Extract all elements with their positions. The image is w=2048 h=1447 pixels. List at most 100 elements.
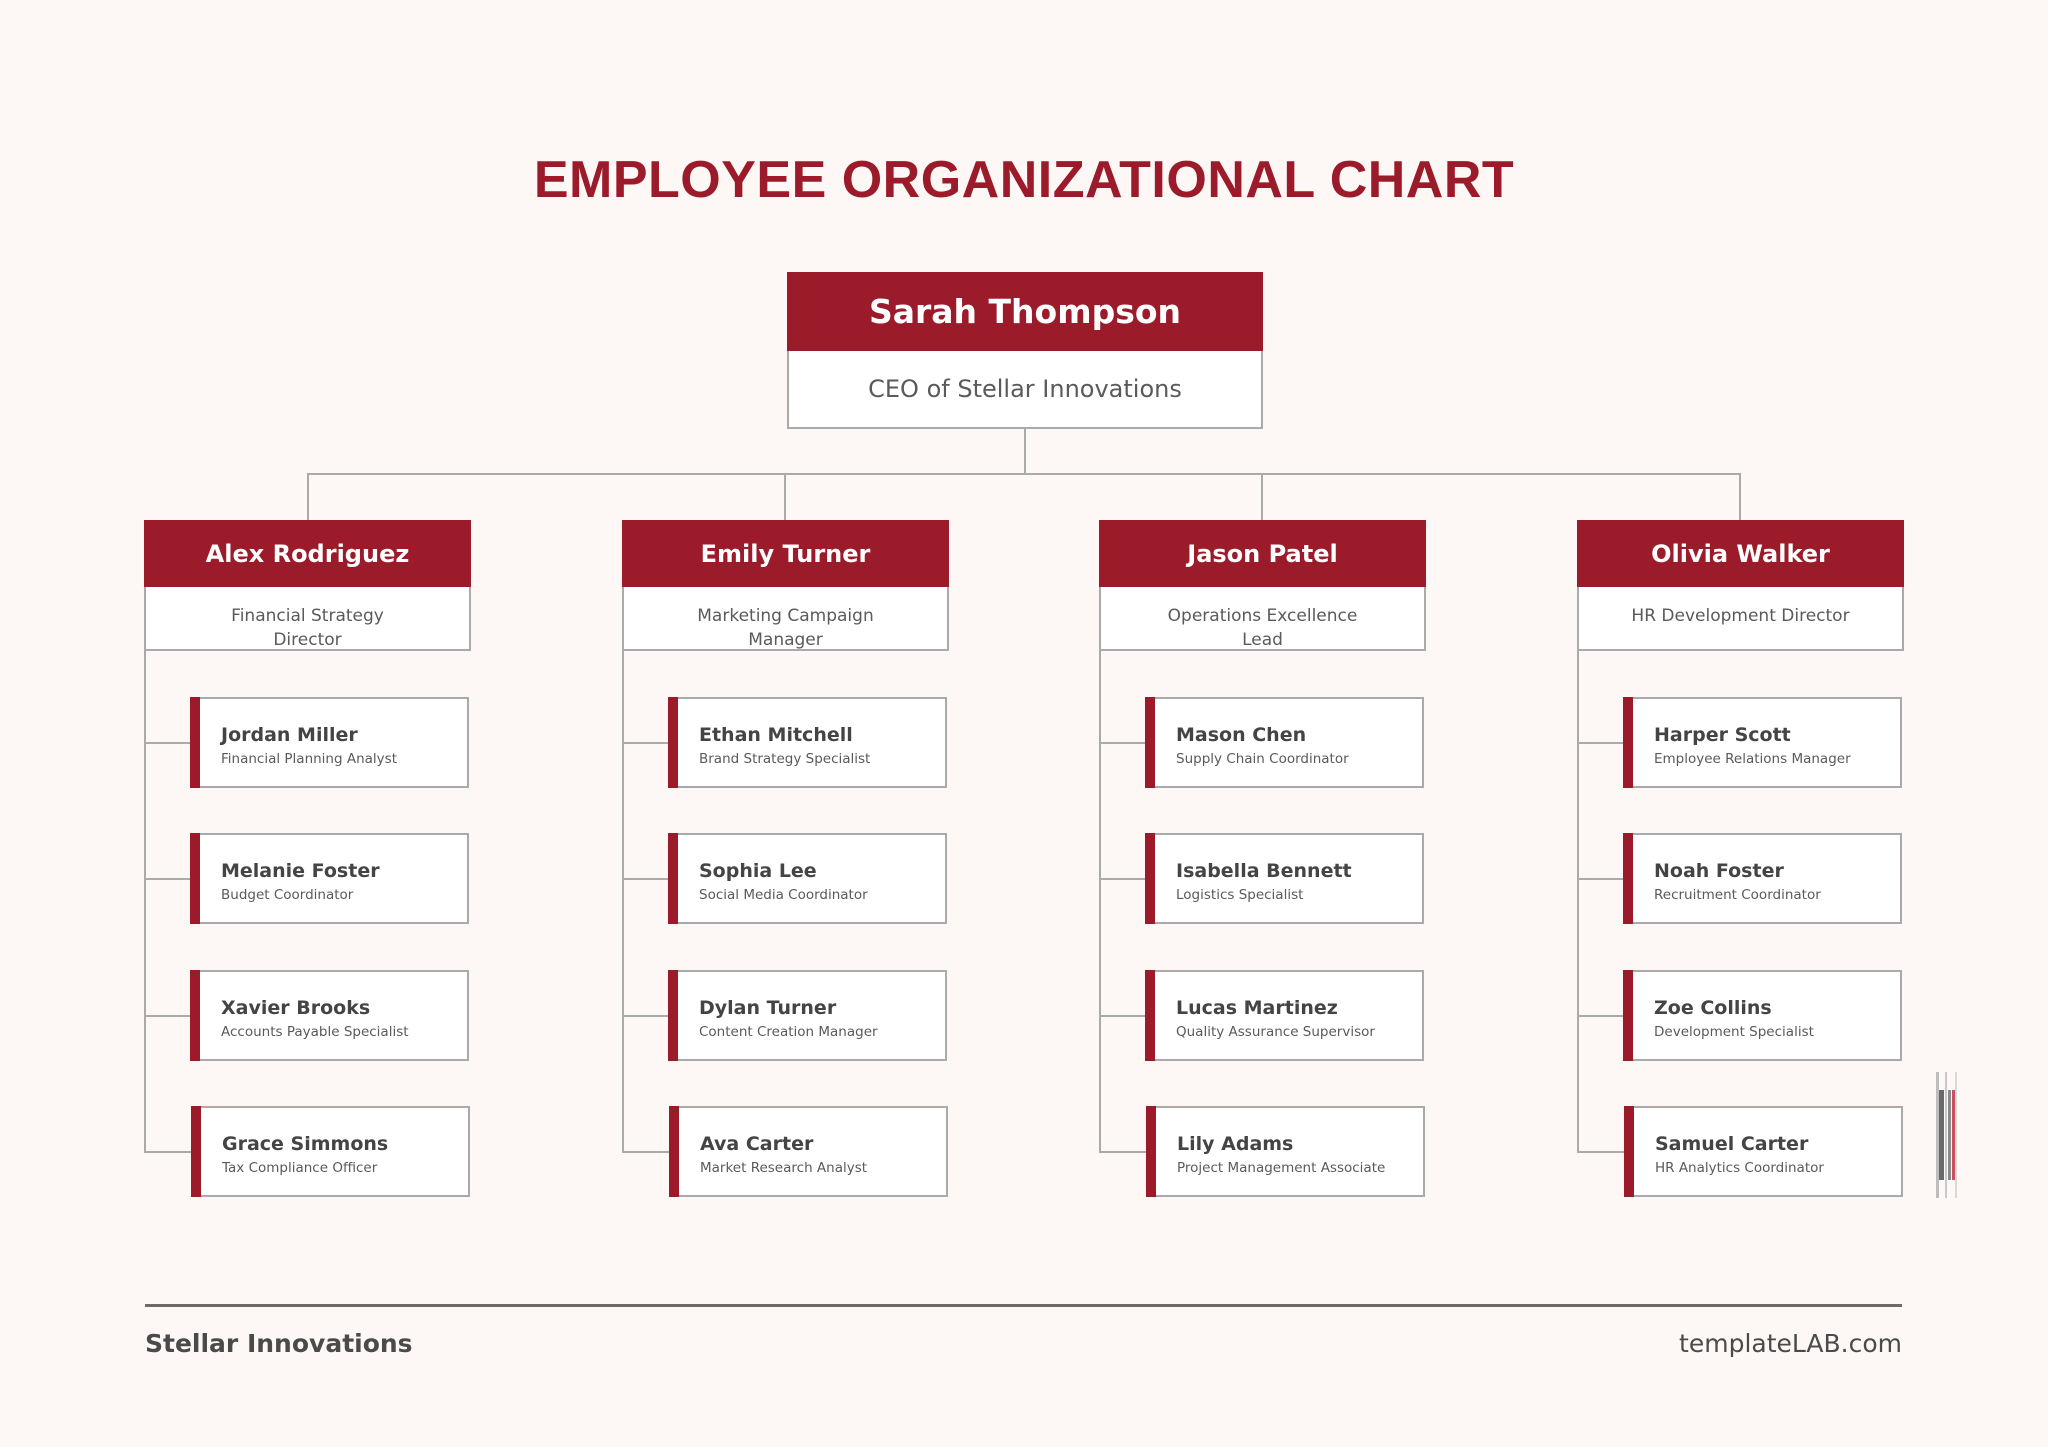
employee-card: Xavier Brooks Accounts Payable Specialist [190, 970, 469, 1061]
employee-name: Harper Scott [1654, 724, 1791, 746]
team-connector-stub [622, 878, 668, 880]
team-connector-stub [1099, 878, 1145, 880]
accent-bar [1624, 1106, 1634, 1197]
dept-connector-1 [307, 473, 309, 520]
team-connector-stub [1099, 742, 1145, 744]
team-connector-stub [1099, 1151, 1146, 1153]
accent-bar [190, 697, 200, 788]
ceo-connector-vertical [1024, 429, 1026, 475]
team-connector-vertical [622, 650, 624, 1153]
team-connector-stub [622, 1015, 668, 1017]
employee-name: Grace Simmons [222, 1133, 389, 1155]
employee-role: HR Analytics Coordinator [1655, 1160, 1824, 1176]
employee-card: Isabella Bennett Logistics Specialist [1145, 833, 1424, 924]
employee-card: Jordan Miller Financial Planning Analyst [190, 697, 469, 788]
employee-name: Lucas Martinez [1176, 997, 1338, 1019]
employee-name: Sophia Lee [699, 860, 817, 882]
employee-role: Brand Strategy Specialist [699, 751, 871, 767]
employee-name: Melanie Foster [221, 860, 380, 882]
accent-bar [1146, 1106, 1156, 1197]
accent-bar [1145, 697, 1155, 788]
accent-bar [668, 833, 678, 924]
employee-card: Lily Adams Project Management Associate [1146, 1106, 1425, 1197]
accent-bar [191, 1106, 201, 1197]
team-connector-stub [1577, 742, 1623, 744]
team-connector-stub [1577, 1015, 1623, 1017]
employee-name: Mason Chen [1176, 724, 1307, 746]
employee-card: Mason Chen Supply Chain Coordinator [1145, 697, 1424, 788]
accent-bar [190, 970, 200, 1061]
employee-role: Recruitment Coordinator [1654, 887, 1821, 903]
team-connector-vertical [144, 650, 146, 1153]
employee-role: Project Management Associate [1177, 1160, 1386, 1176]
team-connector-stub [1099, 1015, 1145, 1017]
accent-bar [1623, 697, 1633, 788]
employee-card: Zoe Collins Development Specialist [1623, 970, 1902, 1061]
employee-card: Sophia Lee Social Media Coordinator [668, 833, 947, 924]
page-title: EMPLOYEE ORGANIZATIONAL CHART [533, 151, 1515, 209]
team-connector-stub [1577, 1151, 1624, 1153]
employee-card: Harper Scott Employee Relations Manager [1623, 697, 1902, 788]
team-connector-stub [144, 1015, 190, 1017]
dept-connector-2 [784, 473, 786, 520]
ceo-role: CEO of Stellar Innovations [868, 375, 1182, 403]
employee-card: Noah Foster Recruitment Coordinator [1623, 833, 1902, 924]
department-head-role: Operations Excellence Lead [1167, 606, 1358, 650]
employee-card: Samuel Carter HR Analytics Coordinator [1624, 1106, 1903, 1197]
employee-role: Logistics Specialist [1176, 887, 1304, 903]
team-connector-vertical [1577, 650, 1579, 1153]
employee-name: Ethan Mitchell [699, 724, 853, 746]
employee-card: Grace Simmons Tax Compliance Officer [191, 1106, 470, 1197]
employee-role: Accounts Payable Specialist [221, 1024, 409, 1040]
department-head-box-hr: Olivia Walker HR Development Director [1577, 520, 1904, 651]
employee-name: Isabella Bennett [1176, 860, 1352, 882]
department-head-name: Jason Patel [1099, 520, 1426, 587]
ceo-connector-horizontal [307, 473, 1741, 475]
employee-name: Lily Adams [1177, 1133, 1294, 1155]
accent-bar [1623, 833, 1633, 924]
accent-bar [669, 1106, 679, 1197]
department-head-box-finance: Alex Rodriguez Financial Strategy Direct… [144, 520, 471, 651]
department-head-name: Olivia Walker [1577, 520, 1904, 587]
employee-role: Social Media Coordinator [699, 887, 868, 903]
employee-role: Employee Relations Manager [1654, 751, 1851, 767]
employee-name: Samuel Carter [1655, 1133, 1809, 1155]
accent-bar [1145, 970, 1155, 1061]
dept-connector-4 [1739, 473, 1741, 520]
department-head-name: Alex Rodriguez [144, 520, 471, 587]
department-head-box-marketing: Emily Turner Marketing Campaign Manager [622, 520, 949, 651]
team-connector-stub [1577, 878, 1623, 880]
employee-name: Ava Carter [700, 1133, 814, 1155]
accent-bar [1623, 970, 1633, 1061]
accent-bar [1145, 833, 1155, 924]
employee-name: Zoe Collins [1654, 997, 1772, 1019]
department-head-box-operations: Jason Patel Operations Excellence Lead [1099, 520, 1426, 651]
employee-role: Supply Chain Coordinator [1176, 751, 1349, 767]
team-connector-vertical [1099, 650, 1101, 1153]
footer-divider [145, 1304, 1902, 1307]
employee-role: Market Research Analyst [700, 1160, 868, 1176]
decorative-artifact [1936, 1072, 1958, 1198]
team-connector-stub [622, 1151, 669, 1153]
department-head-role: Marketing Campaign Manager [697, 606, 874, 650]
footer-credit: templateLAB.com [1679, 1329, 1902, 1358]
employee-card: Dylan Turner Content Creation Manager [668, 970, 947, 1061]
employee-name: Xavier Brooks [221, 997, 371, 1019]
team-connector-stub [144, 1151, 191, 1153]
department-head-name: Emily Turner [622, 520, 949, 587]
dept-connector-3 [1261, 473, 1263, 520]
employee-role: Content Creation Manager [699, 1024, 878, 1040]
employee-role: Tax Compliance Officer [222, 1160, 378, 1176]
employee-role: Budget Coordinator [221, 887, 354, 903]
accent-bar [668, 970, 678, 1061]
ceo-box: Sarah Thompson CEO of Stellar Innovation… [787, 272, 1263, 429]
employee-card: Ava Carter Market Research Analyst [669, 1106, 948, 1197]
team-connector-stub [144, 878, 190, 880]
employee-card: Melanie Foster Budget Coordinator [190, 833, 469, 924]
footer-company: Stellar Innovations [145, 1329, 413, 1358]
employee-card: Lucas Martinez Quality Assurance Supervis… [1145, 970, 1424, 1061]
accent-bar [668, 697, 678, 788]
team-connector-stub [622, 742, 668, 744]
ceo-name: Sarah Thompson [787, 272, 1263, 351]
accent-bar [190, 833, 200, 924]
